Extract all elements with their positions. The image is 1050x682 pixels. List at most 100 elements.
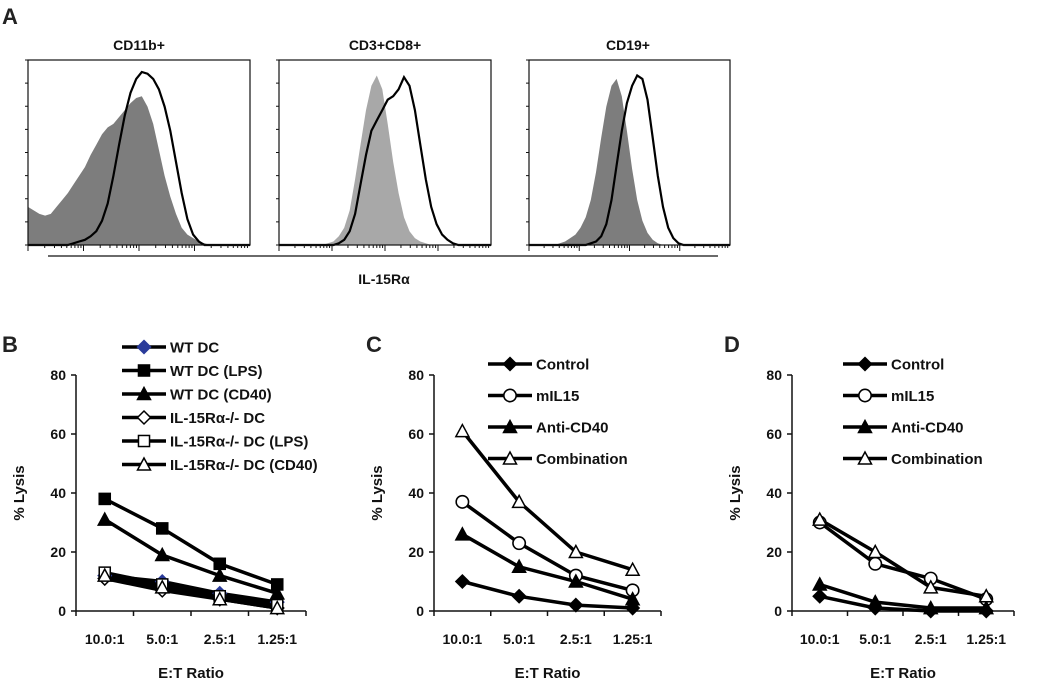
panel-letter-c: C [366,332,382,357]
data-point [568,543,584,559]
data-point [155,522,169,535]
y-tick-label: 80 [50,367,66,383]
x-tick-label: 2.5:1 [915,631,947,647]
series-line [461,579,633,610]
data-point [867,594,884,609]
x-axis-title: E:T Ratio [158,665,224,682]
x-tick-label: 5.0:1 [859,631,891,647]
histogram-cd3cd8 [276,59,492,251]
y-tick-label: 0 [58,603,66,619]
line-chart-b: 0 20 40 60 80 10.0:1 5.0:1 2.5:1 1.25:1 % Lysis E:… [11,339,318,682]
x-tick-label: 10.0:1 [443,631,483,647]
x-tick-label: 10.0:1 [800,631,840,647]
data-point [812,588,828,604]
data-point [511,558,527,574]
legend-label: Combination [891,451,983,468]
x-tick-label: 1.25:1 [966,631,1006,647]
legend-marker [136,409,152,426]
x-tick-label: 10.0:1 [85,631,125,647]
series-line [819,582,987,610]
y-tick-label: 20 [766,544,782,560]
x-tick-label: 5.0:1 [503,631,535,647]
data-point [868,556,883,571]
series-line [819,594,987,613]
legend-marker [503,388,517,403]
legend-marker [857,356,873,372]
series-line [104,570,278,607]
data-point [867,543,884,559]
x-tick-label: 1.25:1 [257,631,297,647]
data-point [454,526,471,541]
x-axis-title: E:T Ratio [515,665,581,682]
series-line [818,517,987,599]
legend-label: Anti-CD40 [536,420,609,437]
x-axis-title: E:T Ratio [870,665,936,682]
histogram-title-cd3cd8: CD3+CD8+ [349,37,421,53]
data-point [922,579,939,594]
data-point [624,591,641,606]
legend-label: Combination [536,451,628,468]
histogram-filled-area [28,96,250,245]
data-point [511,493,527,509]
legend-marker [502,356,518,372]
data-point [512,536,527,551]
y-tick-label: 20 [50,544,66,560]
data-point [211,591,228,606]
legend-label: mIL15 [891,388,934,405]
series-line [461,430,634,572]
y-axis-title: % Lysis [11,465,28,520]
data-point [624,561,641,576]
legend-label: mIL15 [536,388,579,405]
y-tick-label: 40 [766,485,782,501]
data-point [96,567,113,582]
data-point [811,511,828,526]
y-tick-label: 60 [408,426,424,442]
histogram-xlabel: IL-15Rα [358,271,410,287]
panel-letter-a: A [2,4,18,29]
histogram-cd19 [526,59,731,251]
data-point [511,588,527,604]
legend-marker [136,385,152,401]
data-point [96,511,113,526]
data-point [811,576,828,591]
histogram-title-cd11b: CD11b+ [113,37,165,53]
line-chart-c: 0 20 40 60 80 10.0:1 5.0:1 2.5:1 1.25:1 % Lysis E:… [369,356,662,682]
y-tick-label: 0 [774,603,782,619]
legend-marker [857,418,873,434]
histogram-cd11b [25,59,251,251]
legend-marker [502,450,518,465]
data-point [154,579,171,594]
y-tick-label: 40 [408,485,424,501]
legend-label: IL-15Rα-/- DC (CD40) [170,457,318,474]
histogram-filled-area [279,75,491,245]
y-tick-label: 80 [766,367,782,383]
legend-marker [137,434,151,448]
line-chart-d: 0 20 40 60 80 10.0:1 5.0:1 2.5:1 1.25:1 % Lysis E:… [727,356,1015,682]
y-axis-title: % Lysis [369,465,386,520]
legend-marker [136,339,152,355]
data-point [154,546,171,562]
legend-marker [858,388,872,403]
x-tick-label: 1.25:1 [613,631,653,647]
y-tick-label: 0 [416,603,424,619]
y-axis-title: % Lysis [727,465,744,520]
data-point [568,597,584,613]
legend-marker [136,456,152,471]
y-tick-label: 20 [408,544,424,560]
series-line [104,497,278,587]
data-point [568,573,584,588]
y-tick-label: 40 [50,485,66,501]
panel-letter-b: B [2,332,18,357]
legend-label: WT DC [170,340,219,357]
data-point [978,599,995,615]
data-point [455,494,470,509]
data-point [269,585,286,600]
data-point [211,567,228,582]
legend-label: WT DC (LPS) [170,363,262,380]
data-point [922,599,939,615]
histogram-filled-area [529,78,730,246]
legend-label: IL-15Rα-/- DC (LPS) [170,434,308,451]
panel-letter-d: D [724,332,740,357]
y-tick-label: 60 [50,426,66,442]
